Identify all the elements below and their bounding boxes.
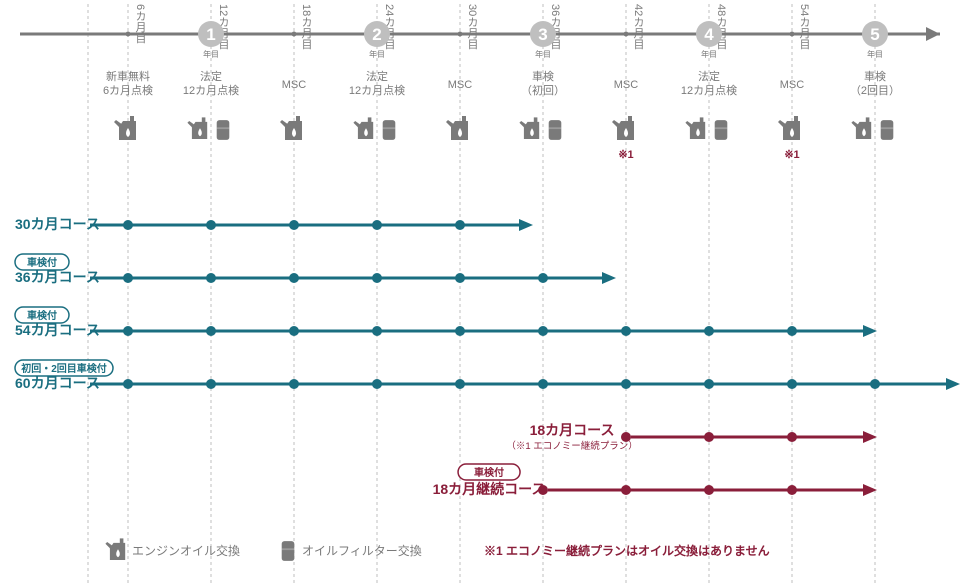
course-dot bbox=[455, 379, 465, 389]
course-dot bbox=[704, 432, 714, 442]
year-number: 4 bbox=[704, 25, 714, 44]
service-label: 6カ月点検 bbox=[103, 83, 153, 97]
course-label: 60カ月コース bbox=[15, 375, 100, 391]
course-dot bbox=[621, 379, 631, 389]
month-label: 18カ月目 bbox=[300, 4, 313, 49]
course-dot bbox=[455, 273, 465, 283]
legend-note: ※1 エコノミー継続プランはオイル交換はありません bbox=[484, 543, 770, 558]
course-arrowhead bbox=[519, 219, 533, 231]
year-number: 1 bbox=[206, 25, 215, 44]
service-label: 車検 bbox=[864, 69, 886, 83]
service-label: 車検 bbox=[532, 69, 554, 83]
maintenance-timeline-chart: 6カ月目12カ月目18カ月目24カ月目30カ月目36カ月目42カ月目48カ月目5… bbox=[0, 0, 960, 586]
course-dot bbox=[372, 326, 382, 336]
course-dot bbox=[787, 485, 797, 495]
course-dot bbox=[206, 326, 216, 336]
course-dot bbox=[206, 220, 216, 230]
service-label: 12カ月点検 bbox=[349, 83, 405, 97]
year-number: 2 bbox=[372, 25, 381, 44]
course-dot bbox=[289, 273, 299, 283]
course-dot bbox=[289, 326, 299, 336]
course-arrowhead bbox=[946, 378, 960, 390]
legend-text: エンジンオイル交換 bbox=[132, 543, 240, 558]
service-label: （初回） bbox=[521, 83, 565, 97]
course-dot bbox=[538, 379, 548, 389]
course-dot bbox=[704, 485, 714, 495]
course-dot bbox=[206, 273, 216, 283]
service-label: MSC bbox=[614, 79, 639, 91]
course-dot bbox=[372, 273, 382, 283]
course-dot bbox=[787, 326, 797, 336]
course-dot bbox=[206, 379, 216, 389]
course-sublabel: （※1 エコノミー継続プラン） bbox=[506, 440, 637, 452]
month-label: 54カ月目 bbox=[798, 4, 811, 49]
course-label: 36カ月コース bbox=[15, 269, 100, 285]
service-label: （2回目） bbox=[850, 84, 900, 97]
course-dot bbox=[621, 326, 631, 336]
year-number: 5 bbox=[870, 25, 879, 44]
course-dot bbox=[123, 326, 133, 336]
service-label: 新車無料 bbox=[106, 69, 150, 83]
course-dot bbox=[372, 220, 382, 230]
course-dot bbox=[704, 326, 714, 336]
year-sub: 年目 bbox=[369, 49, 385, 59]
course-dot bbox=[289, 379, 299, 389]
service-label: 法定 bbox=[200, 69, 222, 83]
course-dot bbox=[538, 326, 548, 336]
service-label: 法定 bbox=[698, 69, 720, 83]
course-dot bbox=[870, 379, 880, 389]
service-label: 法定 bbox=[366, 69, 388, 83]
course-dot bbox=[787, 432, 797, 442]
service-label: MSC bbox=[780, 79, 805, 91]
legend-text: オイルフィルター交換 bbox=[302, 543, 422, 558]
course-badge: 初回・2回目車検付 bbox=[21, 362, 107, 375]
course-dot bbox=[123, 220, 133, 230]
course-label: 18カ月継続コース bbox=[433, 481, 546, 497]
service-note: ※1 bbox=[784, 149, 799, 161]
month-label: 6カ月目 bbox=[134, 4, 147, 43]
course-dot bbox=[372, 379, 382, 389]
course-label: 18カ月コース bbox=[530, 422, 615, 438]
service-label: 12カ月点検 bbox=[681, 83, 737, 97]
course-dot bbox=[455, 220, 465, 230]
month-label: 42カ月目 bbox=[632, 4, 645, 49]
year-number: 3 bbox=[538, 25, 547, 44]
year-sub: 年目 bbox=[701, 49, 717, 59]
course-badge: 車検付 bbox=[27, 309, 57, 322]
year-sub: 年目 bbox=[203, 49, 219, 59]
course-dot bbox=[123, 379, 133, 389]
service-label: MSC bbox=[282, 79, 307, 91]
service-note: ※1 bbox=[618, 149, 633, 161]
year-sub: 年目 bbox=[535, 49, 551, 59]
course-dot bbox=[289, 220, 299, 230]
course-dot bbox=[621, 485, 631, 495]
course-badge: 車検付 bbox=[27, 256, 57, 269]
course-label: 54カ月コース bbox=[15, 322, 100, 338]
course-dot bbox=[455, 326, 465, 336]
course-dot bbox=[123, 273, 133, 283]
year-sub: 年目 bbox=[867, 49, 883, 59]
course-dot bbox=[787, 379, 797, 389]
course-badge: 車検付 bbox=[474, 466, 504, 479]
course-dot bbox=[704, 379, 714, 389]
month-label: 30カ月目 bbox=[466, 4, 479, 49]
service-label: MSC bbox=[448, 79, 473, 91]
service-label: 12カ月点検 bbox=[183, 83, 239, 97]
course-label: 30カ月コース bbox=[15, 216, 100, 232]
course-arrowhead bbox=[602, 272, 616, 284]
course-dot bbox=[538, 273, 548, 283]
